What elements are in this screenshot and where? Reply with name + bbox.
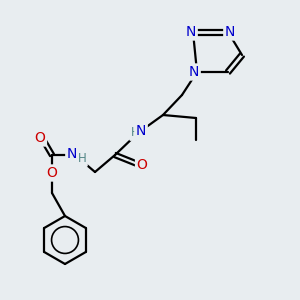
Text: O: O — [46, 166, 57, 180]
Text: N: N — [186, 25, 196, 39]
Text: N: N — [189, 65, 199, 79]
Text: N: N — [67, 147, 77, 161]
Text: H: H — [130, 127, 140, 140]
Text: N: N — [225, 25, 235, 39]
Text: O: O — [136, 158, 147, 172]
Text: N: N — [136, 124, 146, 138]
Text: O: O — [34, 131, 45, 145]
Text: H: H — [78, 152, 86, 166]
